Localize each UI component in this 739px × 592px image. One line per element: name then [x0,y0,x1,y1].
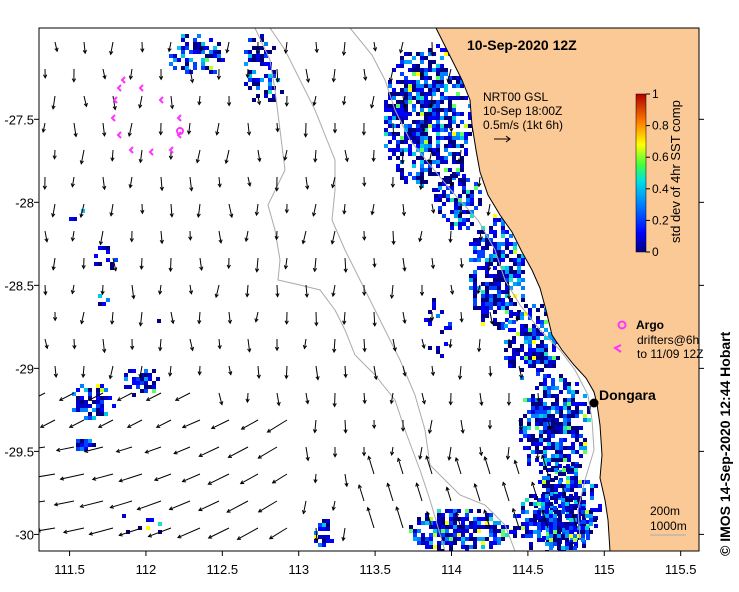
drifter-track [110,76,184,156]
x-tick-label: 113.5 [359,562,391,577]
drifters-label-line2: to 11/09 12Z [637,347,704,361]
current-label-line2: 10-Sep 18:00Z [483,104,562,118]
colorbar-label: std dev of 4hr SST comp [668,100,683,243]
reference-arrow [494,135,511,143]
colorbar-tick-label: 0.2 [652,213,669,227]
dongara-marker [589,398,599,408]
y-tick-label: -28.5 [4,278,34,293]
argo-label: Argo [636,318,664,332]
y-tick-label: -28 [15,195,34,210]
map-title: 10-Sep-2020 12Z [467,37,577,53]
colorbar-tick-label: 0.6 [652,150,669,164]
x-tick-label: 112 [136,562,157,577]
y-tick-label: -29.5 [4,444,34,459]
x-tick-label: 114 [441,562,462,577]
argo-icon [617,320,627,330]
colorbar-tick-label: 0 [652,245,659,259]
colorbar-tick-label: 0.4 [652,182,669,196]
x-axis: 111.5 112 112.5 113 113.5 114 114.5 115 115.5 [54,551,696,577]
x-tick-label: 115.5 [665,562,697,577]
isobath-200m-label: 200m [650,504,680,518]
colorbar [635,93,647,253]
colorbar-ticks: 1 0.8 0.6 0.4 0.2 0 [646,87,669,259]
current-vectors [39,41,578,543]
credit-label: © IMOS 14-Sep-2020 12:44 Hobart [717,331,733,556]
current-label-line1: NRT00 GSL [483,90,548,104]
isobath-200m [349,28,595,541]
coastline [435,28,611,551]
current-label-line3: 0.5m/s (1kt 6h) [483,118,563,132]
y-tick-label: -30 [15,527,34,542]
x-tick-label: 115 [594,562,615,577]
x-tick-label: 113 [288,562,309,577]
plot-frame [38,27,700,552]
y-tick-label: -27.5 [4,112,34,127]
x-tick-label: 111.5 [54,562,85,577]
land-mass [436,28,699,551]
colorbar-tick-label: 0.8 [652,119,669,133]
y-axis: -27.5 -28 -28.5 -29 -29.5 -30 [4,112,704,542]
y-tick-label: -29 [15,361,34,376]
x-tick-label: 112.5 [207,562,239,577]
isobath-1000m [269,28,516,551]
colorbar-tick-label: 1 [652,87,659,101]
drifter-icon [613,344,622,353]
drifters-label-line1: drifters@6h [637,333,699,347]
place-label: Dongara [599,387,656,403]
isobath-1000m-label: 1000m [650,519,687,533]
x-tick-label: 114.5 [512,562,544,577]
